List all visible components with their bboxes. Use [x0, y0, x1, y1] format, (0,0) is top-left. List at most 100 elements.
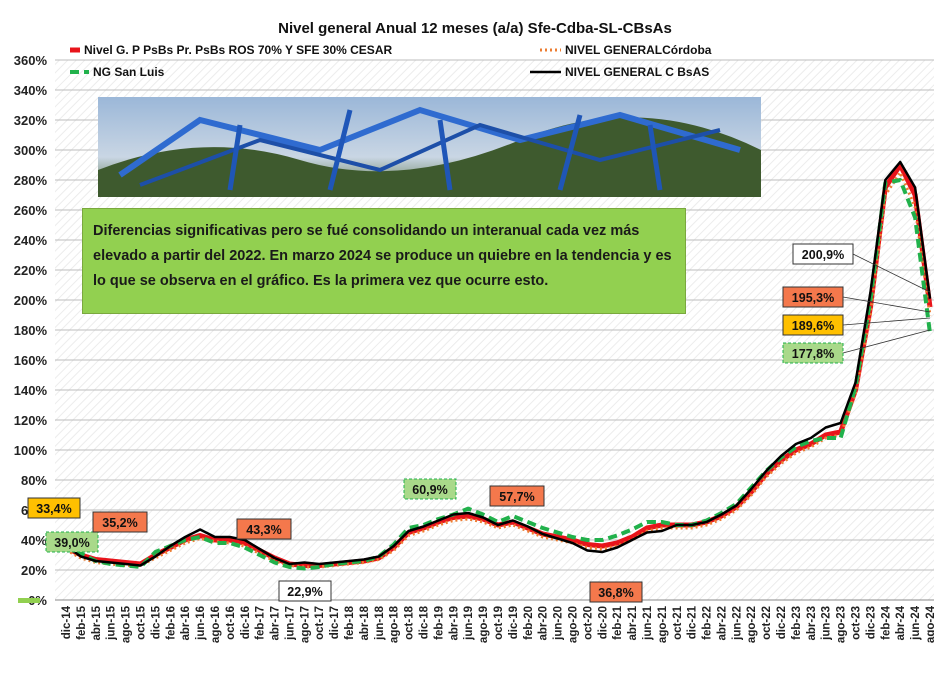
- x-tick-label: jun-15: [106, 605, 118, 640]
- x-tick-label: ago-20: [567, 606, 579, 643]
- note: Diferencias significativas pero se fué c…: [82, 208, 686, 314]
- series-line: [65, 160, 932, 567]
- y-tick-label: 120%: [14, 413, 48, 428]
- x-tick-label: dic-21: [687, 605, 699, 639]
- annotation-label: 39,0%: [54, 536, 89, 550]
- x-tick-label: abr-20: [538, 606, 550, 641]
- annotation-box: [589, 581, 643, 603]
- x-tick-label: ago-19: [478, 606, 490, 643]
- x-tick-label: feb-15: [76, 605, 88, 639]
- x-tick-label: abr-17: [270, 606, 282, 641]
- x-tick-label: abr-21: [627, 605, 639, 640]
- x-tick-label: jun-17: [284, 606, 296, 641]
- y-tick-label: 40%: [21, 533, 47, 548]
- annotation-label: 200,9%: [802, 248, 844, 262]
- x-tick-label: dic-17: [329, 606, 341, 639]
- legend-label: Nivel G. P PsBs Pr. PsBs ROS 70% Y SFE 3…: [84, 43, 392, 57]
- annotation-box: [27, 497, 81, 519]
- annotation-box: [236, 518, 292, 540]
- x-tick-label: ago-23: [836, 606, 848, 643]
- x-tick-label: ago-15: [121, 605, 133, 643]
- x-tick-label: oct-19: [493, 606, 505, 640]
- annotation-label: 60,9%: [412, 483, 447, 497]
- x-tick-label: dic-19: [508, 606, 520, 639]
- x-tick-label: ago-17: [299, 606, 311, 643]
- annotation-label: 36,8%: [598, 586, 633, 600]
- x-tick-label: oct-16: [225, 606, 237, 640]
- x-tick-label: oct-20: [582, 606, 594, 640]
- x-tick-label: oct-23: [851, 606, 863, 640]
- annotation-box: [489, 485, 545, 507]
- annotation-label: 57,7%: [499, 490, 534, 504]
- y-tick-label: 200%: [14, 293, 48, 308]
- x-tick-label: feb-19: [433, 606, 445, 640]
- x-tick-label: jun-24: [910, 605, 922, 640]
- y-tick-label: 100%: [14, 443, 48, 458]
- y-tick-label: 260%: [14, 203, 48, 218]
- x-tick-label: jun-23: [821, 606, 833, 641]
- annotation-box: [92, 511, 148, 533]
- annotation-label: 33,4%: [36, 502, 71, 516]
- x-tick-label: ago-22: [746, 606, 758, 643]
- annotation-box: [782, 286, 844, 308]
- x-tick-label: abr-19: [448, 606, 460, 641]
- annotation-box: [782, 342, 844, 364]
- legend-label: NIVEL GENERAL C BsAS: [565, 65, 709, 79]
- x-tick-label: dic-14: [61, 605, 73, 639]
- x-tick-label: ago-21: [657, 605, 669, 643]
- series-line: [65, 171, 932, 569]
- x-tick-label: abr-16: [180, 606, 192, 641]
- y-tick-label: 340%: [14, 83, 48, 98]
- y-tick-label: 320%: [14, 113, 48, 128]
- y-tick-label: 360%: [14, 53, 48, 68]
- x-tick-label: ago-24: [925, 605, 934, 643]
- x-tick-label: ago-18: [389, 605, 401, 643]
- annotation-box: [45, 531, 99, 553]
- x-tick-label: feb-20: [523, 606, 535, 640]
- y-tick-label: 220%: [14, 263, 48, 278]
- x-tick-label: feb-21: [612, 605, 624, 639]
- x-tick-label: abr-22: [716, 606, 728, 641]
- y-tick-label: 300%: [14, 143, 48, 158]
- annotation-box: [792, 243, 854, 265]
- annotation-label: 43,3%: [246, 523, 281, 537]
- marker: [18, 598, 40, 603]
- legend-label: NIVEL GENERALCórdoba: [565, 43, 712, 57]
- y-tick-label: 80%: [21, 473, 47, 488]
- x-tick-label: oct-18: [404, 605, 416, 639]
- y-tick-label: 240%: [14, 233, 48, 248]
- x-tick-label: dic-22: [776, 606, 788, 639]
- x-tick-label: abr-23: [806, 606, 818, 641]
- leader-line: [842, 329, 931, 354]
- x-tick-label: dic-16: [240, 606, 252, 639]
- x-tick-label: dic-23: [865, 606, 877, 639]
- leader-line: [842, 317, 931, 326]
- y-tick-label: 180%: [14, 323, 48, 338]
- photo: [98, 97, 761, 197]
- x-tick-label: oct-15: [135, 605, 147, 639]
- x-tick-label: feb-16: [165, 606, 177, 640]
- series-line: [64, 178, 932, 571]
- x-tick-label: abr-24: [895, 605, 907, 640]
- x-tick-label: ago-16: [210, 606, 222, 643]
- annotation-label: 177,8%: [792, 347, 834, 361]
- x-tick-label: abr-15: [91, 605, 103, 640]
- annotation-label: 195,3%: [792, 291, 834, 305]
- x-tick-label: feb-24: [880, 605, 892, 639]
- annotation-label: 22,9%: [287, 585, 322, 599]
- y-tick-label: 160%: [14, 353, 48, 368]
- x-tick-label: feb-18: [344, 605, 356, 639]
- x-tick-label: feb-17: [255, 606, 267, 640]
- annotation-label: 35,2%: [102, 516, 137, 530]
- y-tick-label: 280%: [14, 173, 48, 188]
- x-tick-label: abr-18: [359, 605, 371, 640]
- x-tick-label: oct-21: [672, 605, 684, 639]
- y-tick-label: 20%: [21, 563, 47, 578]
- leader-line: [852, 253, 931, 293]
- annotation-box: [403, 478, 457, 500]
- x-tick-label: oct-22: [761, 606, 773, 640]
- x-tick-label: jun-22: [731, 606, 743, 641]
- chart-title: Nivel general Anual 12 meses (a/a) Sfe-C…: [278, 20, 672, 37]
- y-tick-label: 140%: [14, 383, 48, 398]
